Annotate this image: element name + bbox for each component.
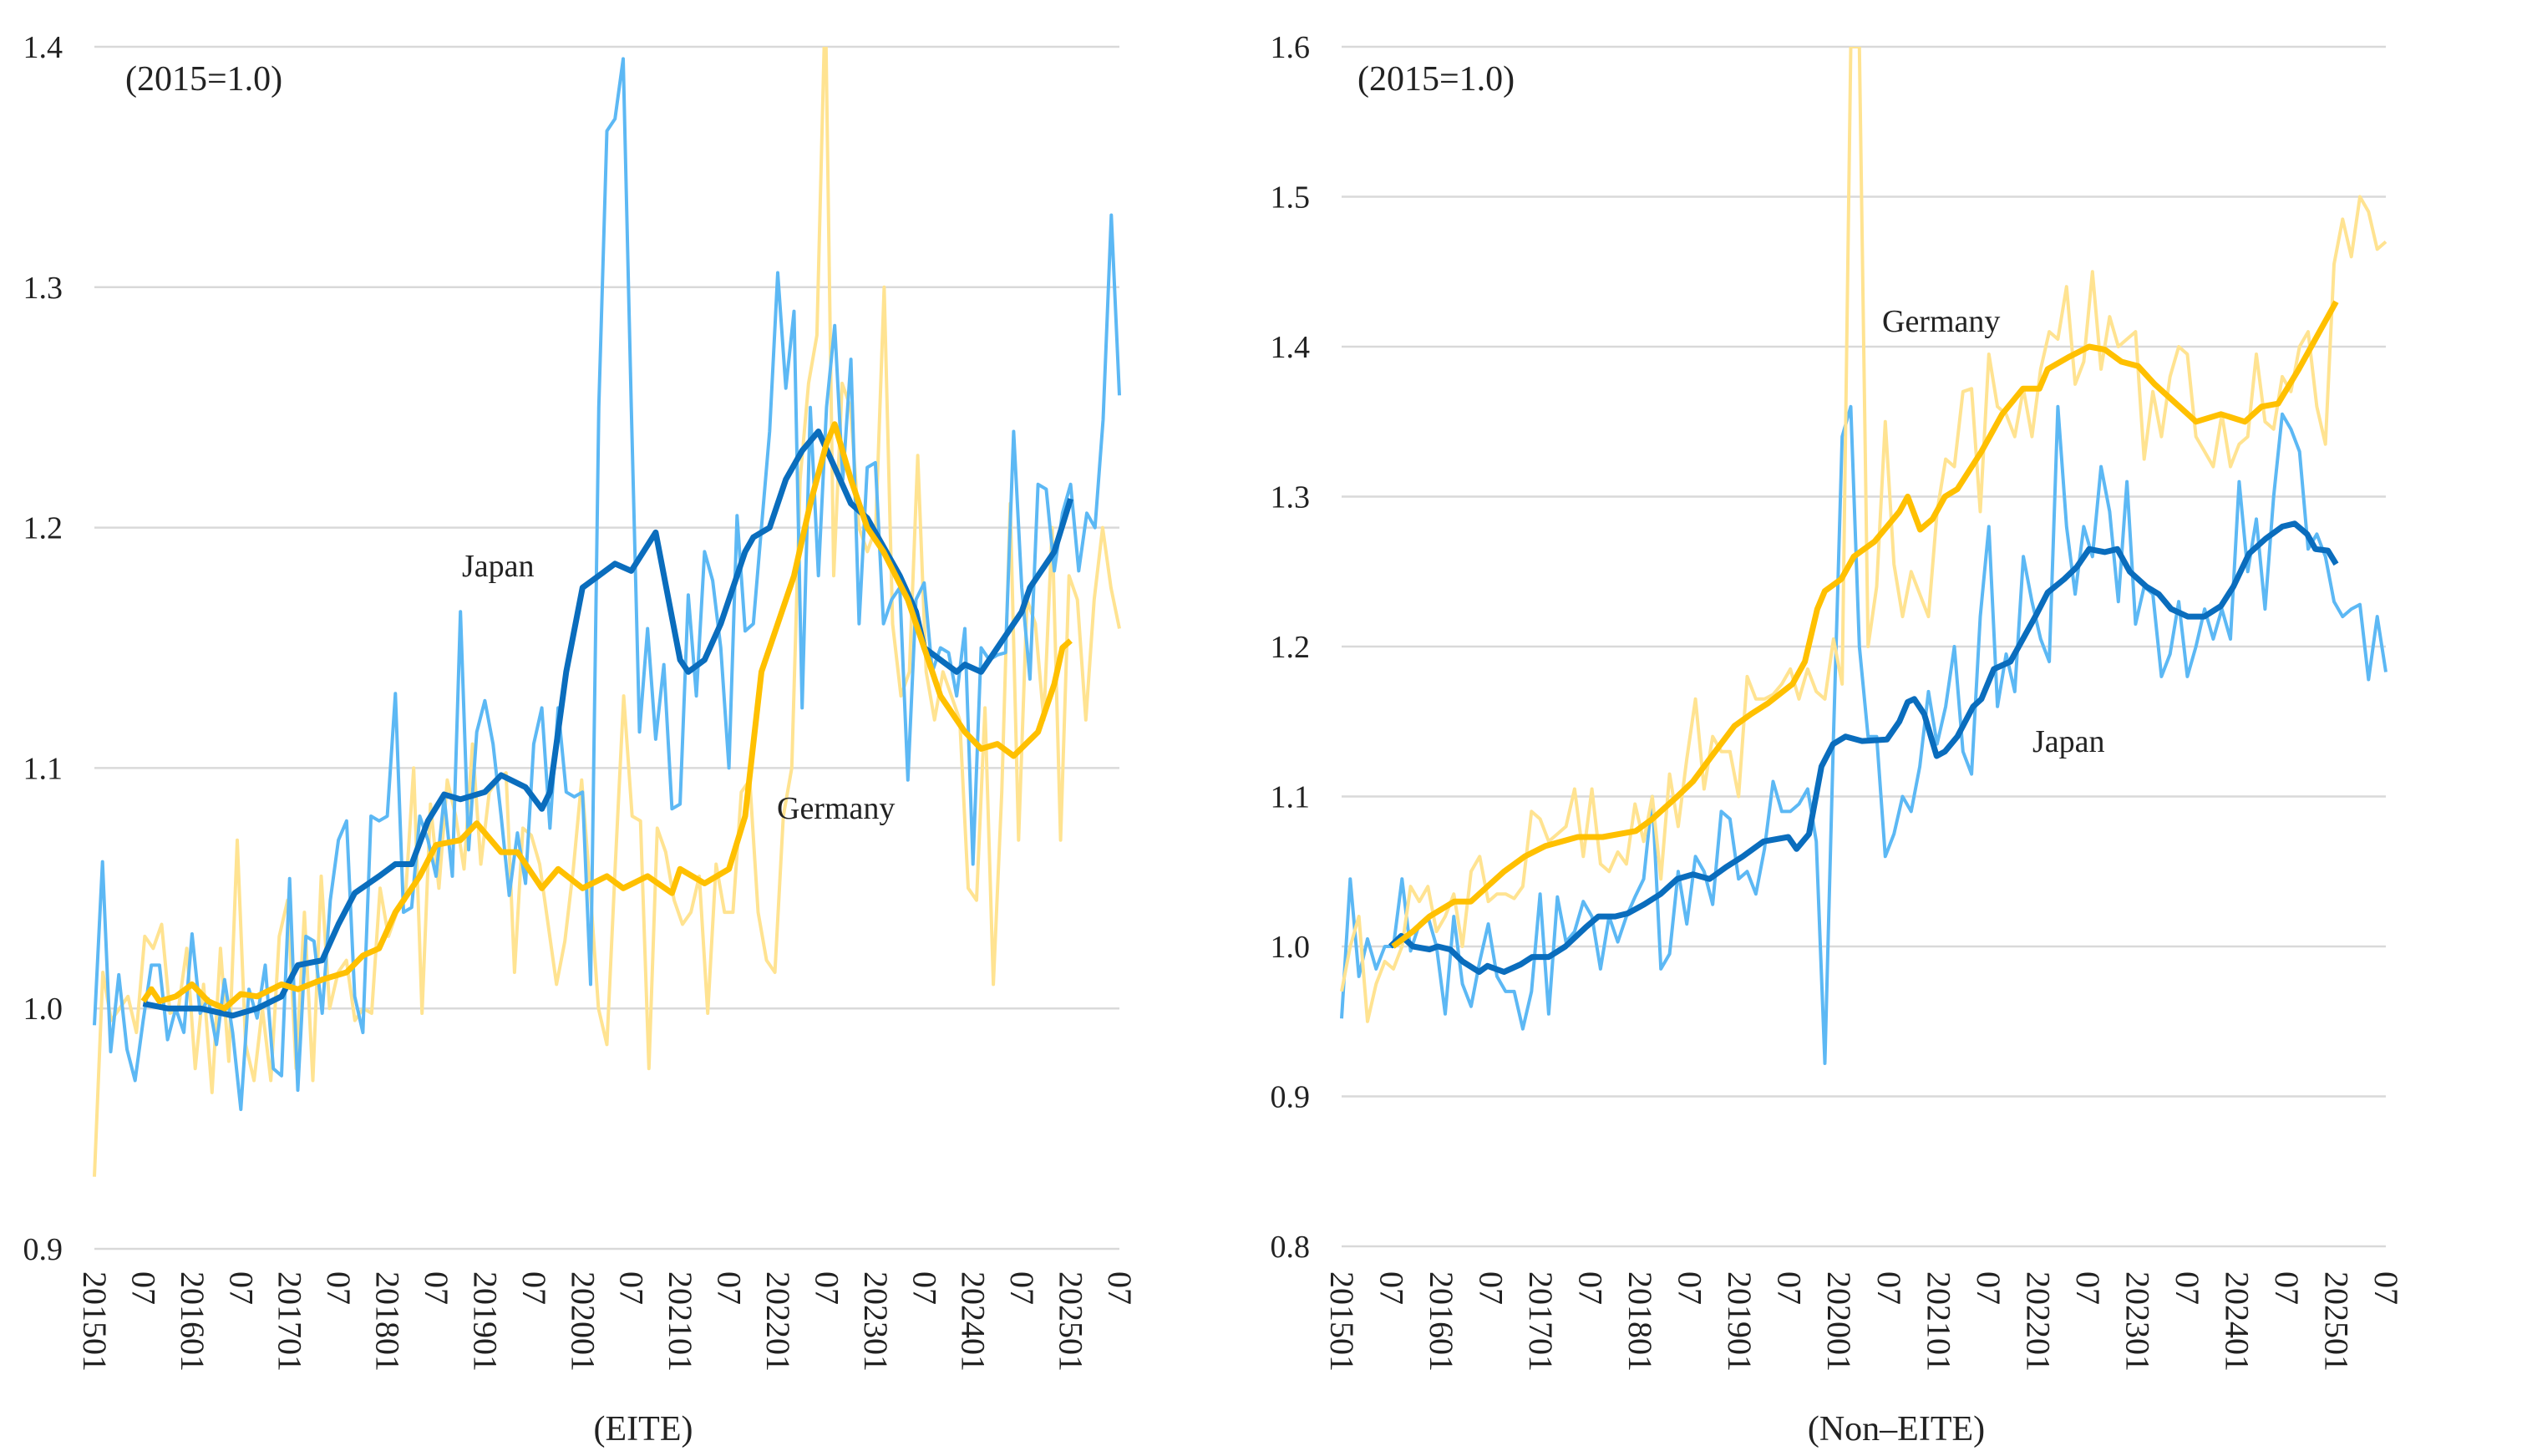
japan-raw-line (1340, 404, 2388, 1065)
japan-series-label: Japan (2032, 724, 2105, 759)
x-tick-label: 202401 (2218, 1271, 2256, 1372)
x-tick-label: 07 (515, 1271, 553, 1305)
base-year-note: (2015=1.0) (1357, 60, 1515, 99)
x-tick-label: 07 (711, 1271, 748, 1305)
x-tick-label: 07 (1101, 1271, 1139, 1305)
y-tick-label: 1.0 (23, 992, 63, 1027)
x-tick-label: 201801 (1621, 1271, 1659, 1372)
germany-raw-line (93, 47, 1121, 1177)
x-tick-label: 202201 (759, 1271, 797, 1372)
germany-ma-line (1391, 300, 2339, 949)
x-tick-label: 202101 (662, 1271, 699, 1372)
x-tick-label: 202101 (1920, 1271, 1957, 1372)
x-tick-label: 07 (1672, 1271, 1709, 1305)
x-tick-label: 201501 (76, 1271, 114, 1372)
x-tick-label: 202501 (2317, 1271, 2355, 1372)
y-tick-label: 1.4 (23, 30, 63, 65)
x-tick-label: 201601 (174, 1271, 211, 1372)
x-tick-label: 07 (2268, 1271, 2306, 1305)
x-tick-label: 07 (1473, 1271, 1510, 1305)
x-tick-label: 07 (613, 1271, 651, 1305)
x-tick-label: 07 (418, 1271, 455, 1305)
y-tick-label: 1.4 (1271, 330, 1311, 365)
y-tick-label: 0.8 (1271, 1230, 1311, 1265)
x-tick-label: 07 (808, 1271, 845, 1305)
x-tick-label: 201601 (1423, 1271, 1460, 1372)
x-tick-label: 07 (2169, 1271, 2206, 1305)
non-eite-panel: 0.8 0.9 1.0 1.1 1.2 1.3 1.4 1.5 1.6 201501 07 20160… (1271, 30, 2406, 1448)
y-tick-label: 1.1 (1271, 780, 1311, 815)
japan-raw-line (93, 57, 1121, 1112)
x-tick-label: 07 (320, 1271, 358, 1305)
germany-series-label: Germany (777, 791, 895, 826)
y-tick-label: 1.2 (23, 511, 63, 546)
y-tick-label: 0.9 (1271, 1080, 1311, 1115)
panel-title: (Non–EITE) (1808, 1410, 1985, 1448)
y-tick-label: 1.3 (1271, 480, 1311, 515)
y-tick-label: 1.2 (1271, 630, 1311, 665)
x-tick-label: 201901 (1721, 1271, 1758, 1372)
x-tick-label: 202001 (564, 1271, 601, 1372)
x-tick-label: 07 (222, 1271, 260, 1305)
germany-raw-line (1340, 47, 2388, 1023)
x-tick-label: 202501 (1053, 1271, 1090, 1372)
x-tick-label: 202301 (857, 1271, 895, 1372)
x-tick-label: 07 (1870, 1271, 1908, 1305)
y-tick-label: 0.9 (23, 1232, 63, 1267)
y-tick-label: 1.6 (1271, 30, 1311, 65)
x-tick-label: 201801 (369, 1271, 407, 1372)
x-tick-label: 201901 (466, 1271, 504, 1372)
base-year-note: (2015=1.0) (125, 60, 282, 99)
germany-ma-line (140, 421, 1073, 1012)
x-tick-label: 201701 (1522, 1271, 1560, 1372)
x-tick-label: 201701 (271, 1271, 309, 1372)
x-tick-label: 07 (124, 1271, 162, 1305)
panel-title: (EITE) (594, 1410, 693, 1448)
x-tick-label: 201501 (1323, 1271, 1361, 1372)
x-tick-label: 202401 (955, 1271, 992, 1372)
y-tick-label: 1.0 (1271, 930, 1311, 965)
x-tick-label: 202201 (2019, 1271, 2057, 1372)
japan-ma-line (1388, 520, 2339, 975)
y-tick-label: 1.5 (1271, 180, 1311, 216)
x-tick-label: 07 (1003, 1271, 1041, 1305)
x-tick-label: 07 (1970, 1271, 2007, 1305)
y-tick-label: 1.1 (23, 751, 63, 786)
x-tick-label: 07 (906, 1271, 943, 1305)
x-tick-label: 07 (1771, 1271, 1809, 1305)
x-tick-label: 202301 (2119, 1271, 2156, 1372)
y-tick-label: 1.3 (23, 271, 63, 306)
x-tick-label: 07 (2069, 1271, 2107, 1305)
japan-ma-line (142, 429, 1073, 1019)
x-tick-label: 202001 (1820, 1271, 1858, 1372)
eite-panel: 0.9 1.0 1.1 1.2 1.3 1.4 201501 07 201601 07 201701… (23, 30, 1139, 1448)
x-tick-label: 07 (1572, 1271, 1610, 1305)
japan-series-label: Japan (462, 549, 535, 584)
germany-series-label: Germany (1882, 304, 2000, 339)
x-tick-label: 07 (2367, 1271, 2405, 1305)
x-tick-label: 07 (1373, 1271, 1411, 1305)
